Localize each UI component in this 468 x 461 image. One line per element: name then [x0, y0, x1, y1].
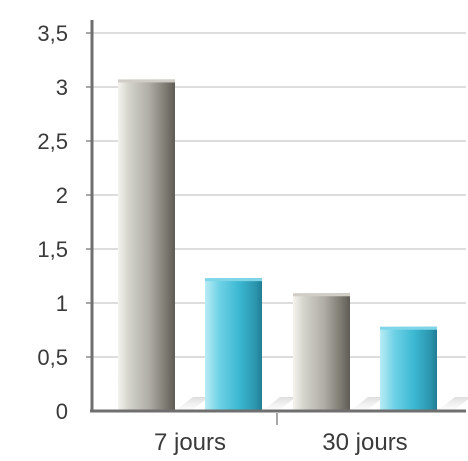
bar-shadow [262, 397, 296, 411]
y-tick-label: 0 [56, 399, 68, 424]
y-tick-label: 2 [56, 183, 68, 208]
bar-gray-1 [118, 79, 175, 411]
y-tick-label: 2,5 [37, 129, 68, 154]
bar-top-highlight [293, 293, 350, 297]
x-tick-label: 30 jours [322, 429, 407, 456]
bar-blue-1 [205, 278, 262, 411]
y-tick-label: 3,5 [37, 21, 68, 46]
bar-top-highlight [380, 326, 437, 330]
x-tick-label: 7 jours [154, 429, 226, 456]
y-tick-label: 1,5 [37, 237, 68, 262]
y-tick-label: 0,5 [37, 345, 68, 370]
bar-gray-2 [293, 293, 350, 411]
bar-top-highlight [205, 278, 262, 282]
y-tick-label: 3 [56, 75, 68, 100]
bar-shadow [175, 397, 209, 411]
y-tick-label: 1 [56, 291, 68, 316]
bar-blue-2 [380, 326, 437, 411]
bar-shadow [350, 397, 384, 411]
floor-shadows [175, 397, 468, 411]
bars [118, 79, 437, 411]
bar-shadow [437, 397, 468, 411]
x-tick-labels: 7 jours 30 jours [154, 429, 408, 456]
bar-top-highlight [118, 79, 175, 83]
y-tick-labels: 0 0,5 1 1,5 2 2,5 3 3,5 [37, 21, 68, 424]
